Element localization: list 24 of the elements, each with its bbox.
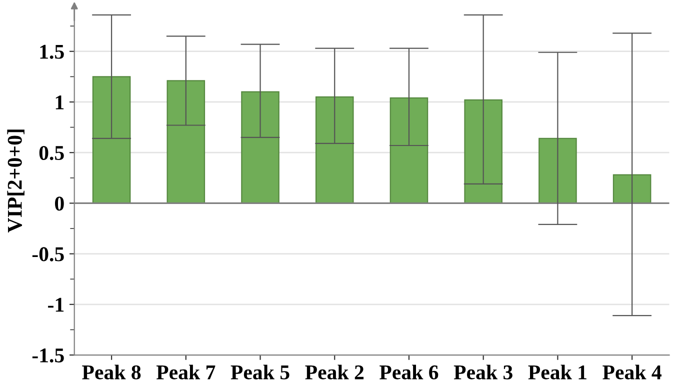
y-tick-label: 0.5	[39, 146, 64, 160]
bar	[390, 97, 428, 204]
y-tick-label: 0	[55, 196, 64, 211]
y-tick-label: 1	[56, 95, 64, 110]
y-tick-label: -1.5	[32, 348, 64, 363]
bar	[315, 96, 354, 204]
bar	[612, 174, 652, 204]
x-tick-label: Peak 4	[602, 364, 662, 380]
x-tick-label: Peak 8	[82, 364, 141, 380]
bar	[241, 91, 280, 204]
y-tick-label: -1	[48, 298, 64, 312]
x-tick-label: Peak 1	[528, 364, 586, 380]
bar	[538, 138, 577, 204]
x-tick-label: Peak 6	[380, 364, 438, 380]
x-tick-label: Peak 7	[156, 364, 216, 380]
x-tick-label: Peak 2	[305, 364, 364, 380]
bar	[166, 80, 206, 204]
bar	[464, 99, 502, 204]
bar	[92, 76, 131, 204]
x-tick-label: Peak 3	[454, 364, 512, 380]
y-tick-label: 1.5	[40, 44, 64, 59]
y-tick-label: -0.5	[32, 247, 64, 262]
x-tick-label: Peak 5	[230, 364, 290, 380]
y-axis-title: VIP[2+0+0]	[7, 130, 24, 233]
